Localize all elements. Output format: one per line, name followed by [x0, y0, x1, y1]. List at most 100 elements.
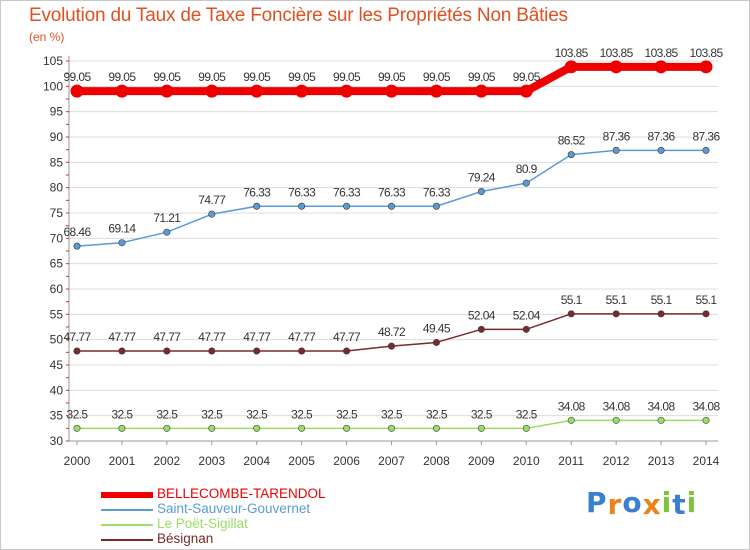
data-label: 74.77 — [198, 193, 226, 207]
data-label: 103.85 — [600, 46, 634, 60]
y-tick-label: 100 — [43, 79, 63, 93]
proxiti-logo: Proxiti — [586, 486, 698, 521]
data-label: 48.72 — [378, 325, 406, 339]
data-label: 55.1 — [651, 293, 673, 307]
data-label: 79.24 — [468, 171, 496, 185]
legend-swatch — [101, 509, 153, 511]
data-label: 99.05 — [288, 70, 316, 84]
data-point — [564, 60, 578, 74]
x-tick-label: 2007 — [378, 454, 405, 468]
data-label: 32.5 — [291, 407, 313, 421]
legend-swatch — [101, 539, 153, 541]
data-label: 47.77 — [153, 330, 181, 344]
data-point — [477, 325, 485, 333]
legend-swatch — [101, 492, 153, 498]
data-point — [163, 228, 171, 236]
data-label: 32.5 — [336, 407, 358, 421]
data-point — [522, 179, 530, 187]
data-point — [253, 347, 261, 355]
logo-letter: i — [661, 486, 673, 519]
data-label: 80.9 — [516, 162, 538, 176]
data-point — [73, 347, 81, 355]
data-point — [612, 416, 620, 424]
data-label: 99.05 — [513, 70, 541, 84]
y-tick-label: 50 — [50, 333, 64, 347]
data-point — [250, 84, 264, 98]
data-point — [657, 416, 665, 424]
data-label: 32.5 — [471, 407, 493, 421]
data-point — [699, 60, 713, 74]
data-label: 47.77 — [198, 330, 226, 344]
data-point — [657, 146, 665, 154]
data-point — [115, 84, 129, 98]
data-label: 47.77 — [288, 330, 316, 344]
y-tick-label: 90 — [50, 130, 64, 144]
data-point — [163, 424, 171, 432]
logo-letter: x — [642, 488, 662, 521]
data-point — [477, 424, 485, 432]
x-tick-label: 2003 — [198, 454, 225, 468]
data-point — [702, 416, 710, 424]
data-label: 99.05 — [333, 70, 361, 84]
data-label: 55.1 — [561, 293, 583, 307]
legend-label: BELLECOMBE-TARENDOL — [157, 486, 326, 501]
data-label: 99.05 — [108, 70, 136, 84]
data-label: 47.77 — [108, 330, 136, 344]
y-tick-label: 65 — [50, 257, 64, 271]
data-point — [208, 347, 216, 355]
data-point — [609, 60, 623, 74]
data-label: 99.05 — [198, 70, 226, 84]
data-point — [432, 424, 440, 432]
data-label: 32.5 — [156, 407, 178, 421]
data-label: 49.45 — [423, 321, 451, 335]
data-point — [385, 84, 398, 98]
data-label: 71.21 — [153, 211, 181, 225]
x-tick-label: 2005 — [288, 454, 315, 468]
data-point — [387, 424, 395, 432]
data-label: 99.05 — [63, 70, 91, 84]
data-label: 99.05 — [153, 70, 181, 84]
x-tick-label: 2000 — [64, 454, 91, 468]
data-point — [118, 347, 126, 355]
data-point — [253, 202, 261, 210]
data-label: 87.36 — [648, 129, 676, 143]
data-label: 34.08 — [558, 399, 586, 413]
y-tick-label: 30 — [50, 434, 64, 448]
y-tick-label: 70 — [50, 231, 64, 245]
logo-letter: i — [686, 486, 698, 519]
data-point — [387, 202, 395, 210]
data-point — [654, 60, 668, 74]
data-label: 32.5 — [67, 407, 89, 421]
data-label: 34.08 — [648, 399, 676, 413]
x-tick-label: 2002 — [154, 454, 181, 468]
legend-label: Le Poët-Sigillat — [157, 516, 248, 531]
x-tick-label: 2008 — [423, 454, 450, 468]
data-point — [295, 84, 309, 98]
data-label: 68.46 — [63, 225, 91, 239]
data-point — [567, 310, 575, 318]
data-point — [474, 84, 488, 98]
logo-letter: r — [607, 488, 623, 521]
x-tick-label: 2009 — [468, 454, 495, 468]
data-label: 76.33 — [243, 185, 271, 199]
x-tick-label: 2014 — [693, 454, 720, 468]
data-label: 32.5 — [246, 407, 268, 421]
data-label: 76.33 — [423, 185, 451, 199]
legend-label: Bésignan — [157, 531, 214, 546]
data-point — [73, 424, 81, 432]
data-label: 47.77 — [333, 330, 361, 344]
data-point — [340, 84, 354, 98]
y-tick-label: 85 — [50, 155, 64, 169]
data-point — [519, 84, 533, 98]
x-tick-label: 2013 — [648, 454, 675, 468]
y-tick-label: 75 — [50, 206, 64, 220]
data-point — [522, 424, 530, 432]
data-label: 87.36 — [603, 129, 631, 143]
data-label: 55.1 — [606, 293, 628, 307]
chart-subtitle: (en %) — [29, 30, 65, 44]
x-tick-label: 2001 — [109, 454, 136, 468]
data-label: 99.05 — [243, 70, 271, 84]
data-point — [73, 242, 81, 250]
